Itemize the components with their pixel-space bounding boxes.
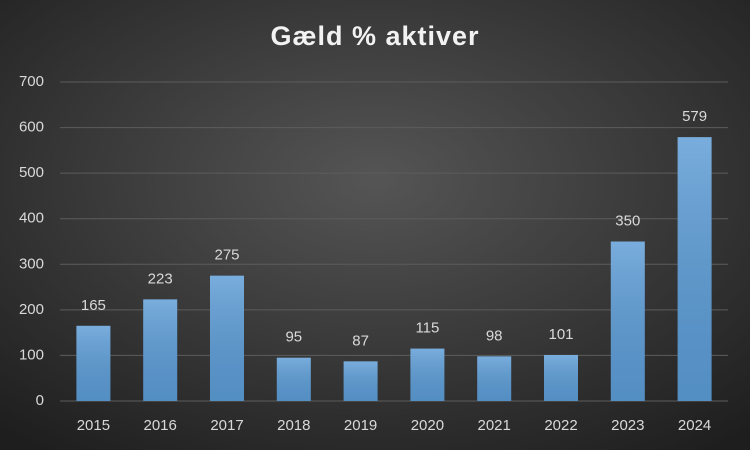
y-tick-label: 500 (19, 164, 44, 181)
x-tick-label: 2018 (277, 417, 310, 434)
bar-shade (610, 241, 645, 401)
bar-shade (143, 299, 178, 401)
data-label: 101 (548, 326, 573, 343)
data-label: 95 (285, 329, 302, 346)
x-tick-label: 2015 (77, 417, 110, 434)
bar-shade (76, 325, 111, 401)
data-label: 98 (486, 327, 503, 344)
y-tick-label: 600 (19, 119, 44, 136)
bar-shade (677, 137, 712, 402)
y-tick-label: 200 (19, 301, 44, 318)
bar-shade (343, 361, 378, 401)
data-label: 579 (682, 108, 707, 125)
data-label: 115 (415, 320, 439, 337)
data-label: 165 (81, 297, 106, 314)
x-tick-label: 2017 (210, 417, 243, 434)
bar-shade (410, 348, 445, 401)
data-label: 350 (615, 212, 640, 229)
x-tick-label: 2020 (411, 417, 444, 434)
x-tick-label: 2022 (544, 417, 577, 434)
y-tick-label: 0 (36, 392, 44, 409)
y-tick-label: 300 (19, 255, 44, 272)
y-tick-label: 400 (19, 210, 44, 227)
x-tick-label: 2019 (344, 417, 377, 434)
x-tick-label: 2016 (144, 417, 177, 434)
bar-shade (276, 357, 311, 401)
x-tick-label: 2024 (678, 417, 711, 434)
x-tick-label: 2023 (611, 417, 644, 434)
y-tick-label: 700 (19, 73, 44, 90)
data-label: 87 (352, 332, 369, 349)
bar-shade (477, 356, 512, 401)
bar-shade (544, 354, 578, 401)
bar-shade (210, 275, 244, 401)
y-tick-label: 100 (19, 346, 44, 363)
data-label: 275 (214, 247, 239, 264)
chart-title: Gæld % aktiver (270, 21, 479, 51)
x-tick-label: 2021 (478, 417, 511, 434)
data-label: 223 (148, 270, 173, 287)
